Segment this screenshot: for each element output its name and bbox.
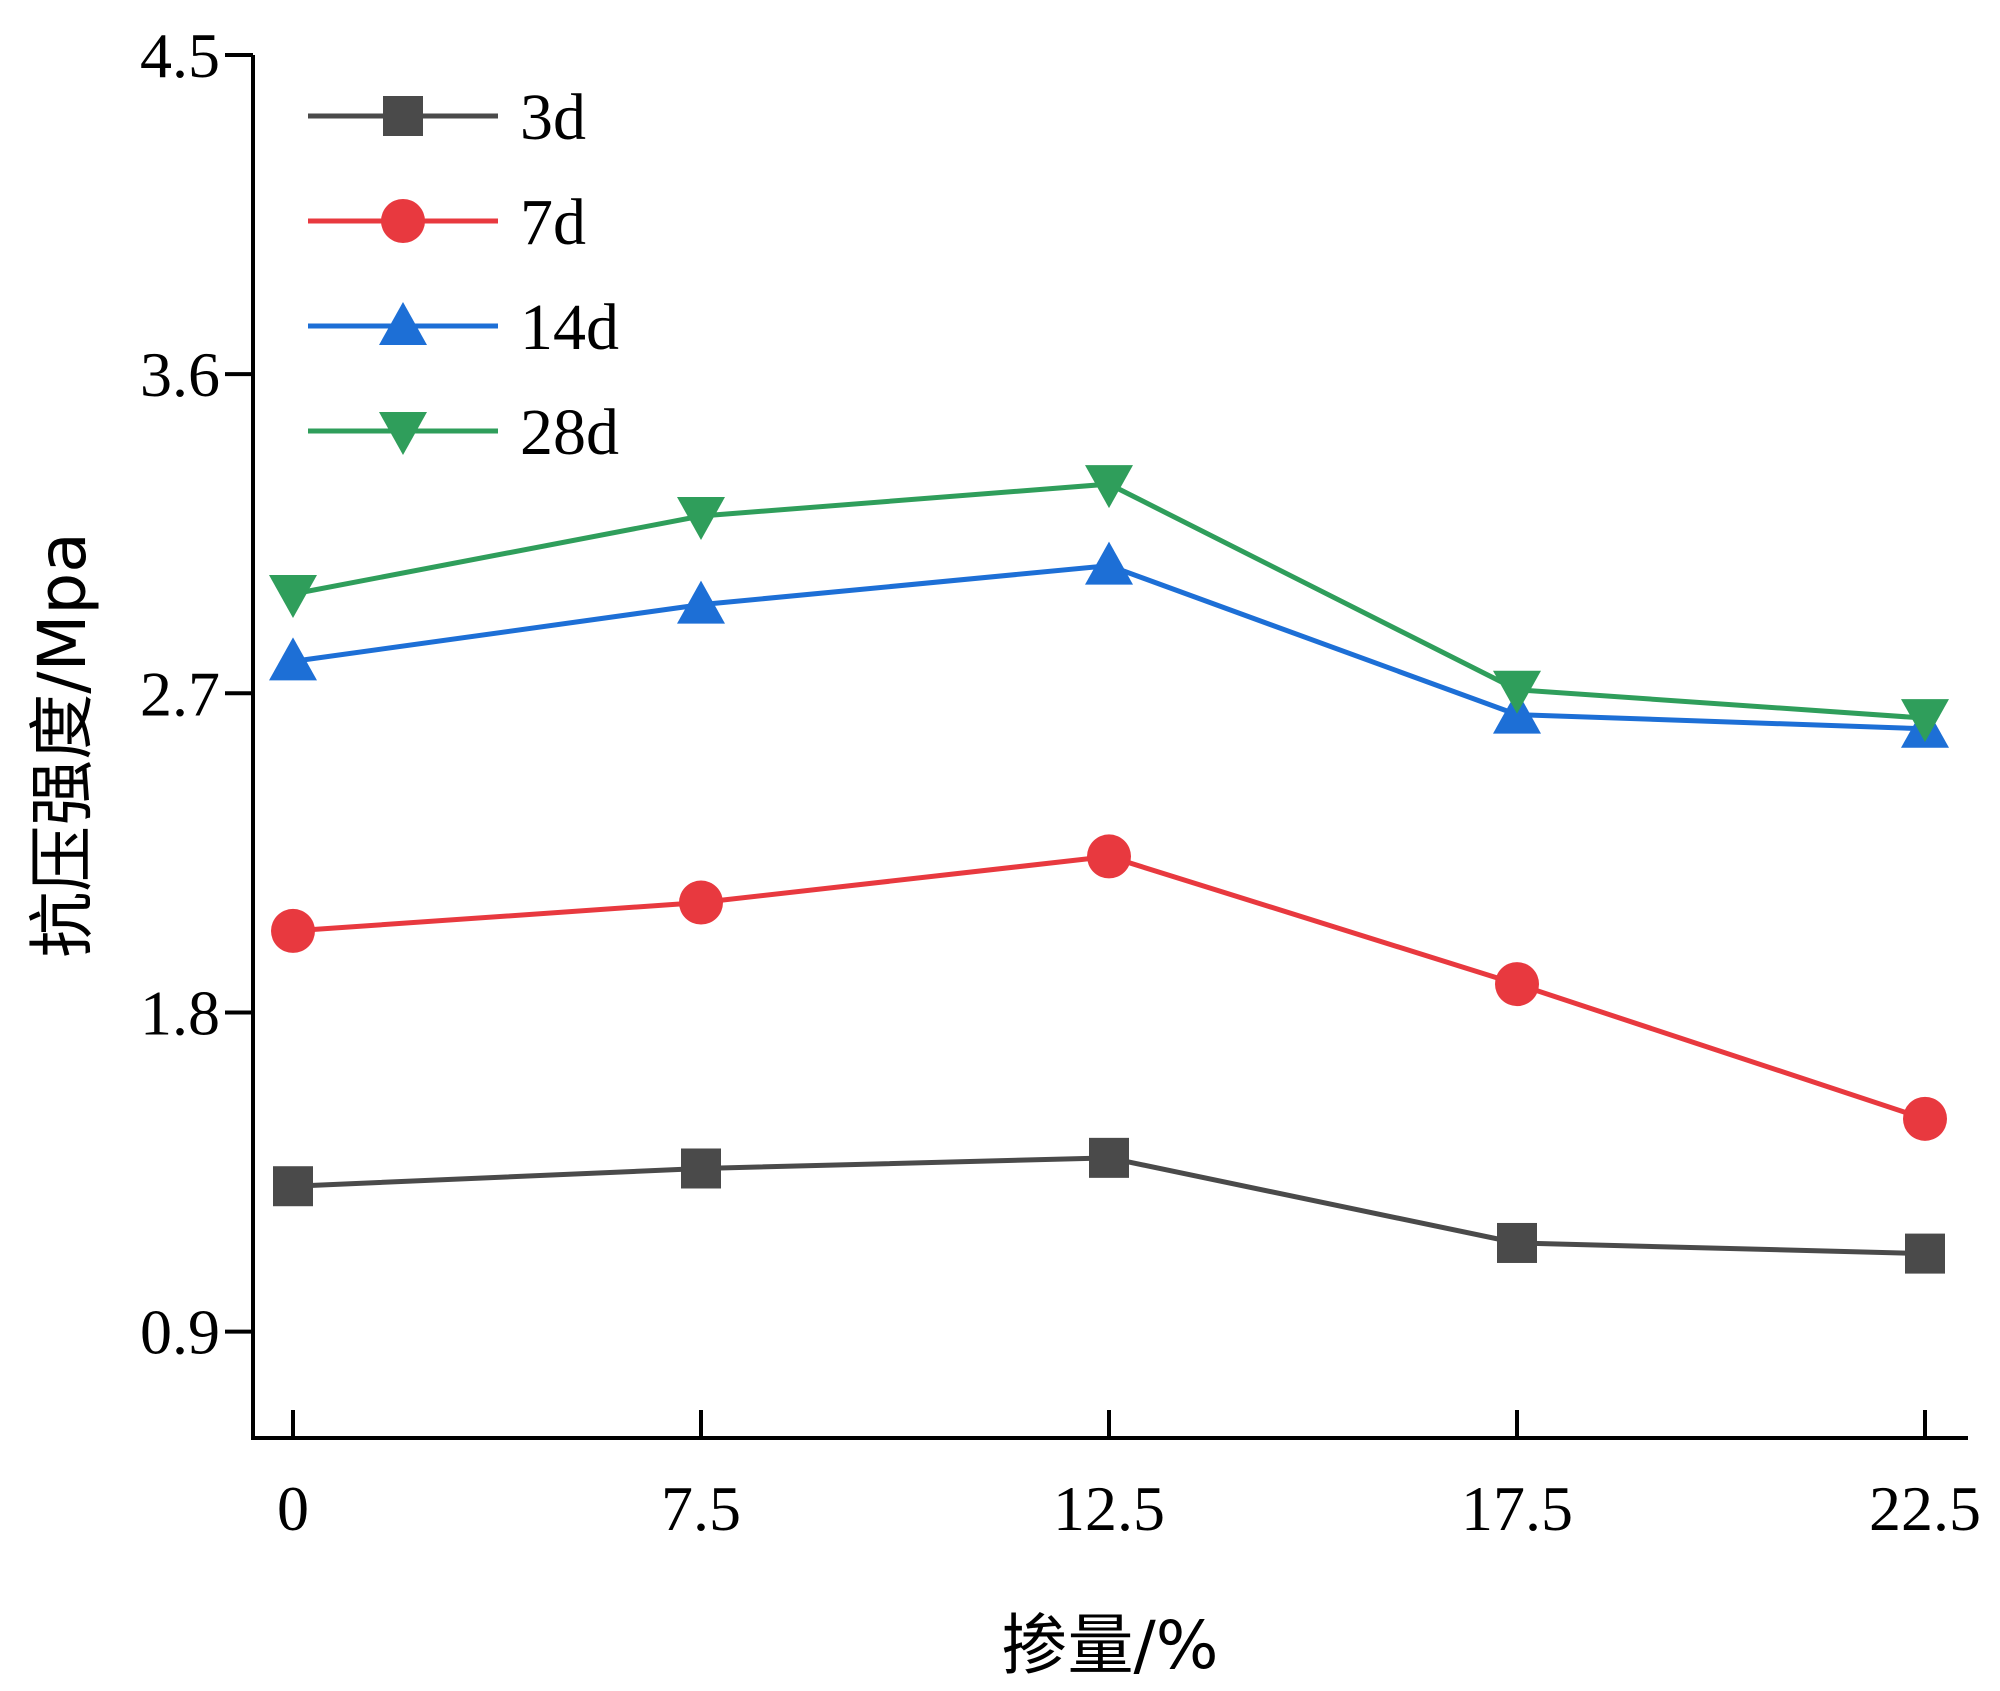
y-tick-label-2: 2.7: [140, 658, 220, 729]
x-tick-label-1: 7.5: [661, 1473, 741, 1544]
axes-group: [251, 55, 1968, 1440]
legend-marker-3d: [383, 96, 423, 136]
y-tick-label-1: 1.8: [140, 977, 220, 1048]
data-point-3d-2: [1089, 1137, 1129, 1178]
data-point-3d-4: [1905, 1233, 1945, 1274]
y-tick-label-0: 0.9: [140, 1297, 220, 1368]
legend-marker-28d: [379, 412, 427, 455]
x-axis-title: 掺量/%: [1002, 1607, 1219, 1684]
legend-label-7d: 7d: [520, 186, 586, 259]
data-point-14d-1: [677, 580, 725, 624]
legend-item-3d: 3d: [308, 81, 586, 154]
legend-label-28d: 28d: [520, 396, 619, 469]
series-3d: [273, 1137, 1945, 1274]
data-point-28d-2: [1085, 465, 1133, 509]
series-7d: [271, 834, 1947, 1141]
legend-item-28d: 28d: [308, 396, 619, 469]
data-point-28d-4: [1901, 699, 1949, 743]
data-point-3d-0: [273, 1166, 313, 1207]
legend-item-14d: 14d: [308, 291, 619, 364]
data-point-14d-2: [1085, 541, 1133, 585]
data-point-7d-3: [1495, 962, 1539, 1007]
data-point-7d-4: [1903, 1096, 1947, 1141]
legend-item-7d: 7d: [308, 186, 586, 259]
x-tick-label-4: 22.5: [1869, 1473, 1981, 1544]
series-line-28d: [292, 481, 1926, 721]
series-group: [269, 465, 1949, 1274]
ticks-group: 0.9 1.8 2.7 3.6 4.5 0 7.5 12.5 17.5 22.5: [140, 20, 1981, 1544]
legend-marker-14d: [379, 302, 427, 345]
y-axis-title: 抗压强度/Mpa: [24, 532, 101, 958]
data-point-7d-0: [271, 908, 315, 953]
series-line-7d: [292, 853, 1926, 1122]
legend-marker-7d: [381, 199, 425, 243]
data-point-28d-0: [269, 575, 317, 619]
legend-label-14d: 14d: [520, 291, 619, 364]
data-point-7d-2: [1087, 834, 1131, 879]
series-28d: [269, 465, 1949, 743]
y-tick-label-3: 3.6: [140, 339, 220, 410]
x-tick-label-3: 17.5: [1461, 1473, 1573, 1544]
data-point-28d-3: [1493, 670, 1541, 714]
x-tick-label-0: 0: [277, 1473, 309, 1544]
x-tick-label-2: 12.5: [1053, 1473, 1165, 1544]
data-point-3d-3: [1497, 1222, 1537, 1263]
data-point-14d-0: [269, 637, 317, 681]
data-point-28d-1: [677, 497, 725, 540]
y-tick-label-4: 4.5: [140, 20, 220, 91]
data-point-7d-1: [679, 880, 723, 925]
series-line-14d: [292, 563, 1926, 732]
legend: 3d 7d 14d 28d: [308, 81, 619, 469]
legend-label-3d: 3d: [520, 81, 586, 154]
data-point-3d-1: [681, 1148, 721, 1189]
series-14d: [269, 541, 1949, 748]
